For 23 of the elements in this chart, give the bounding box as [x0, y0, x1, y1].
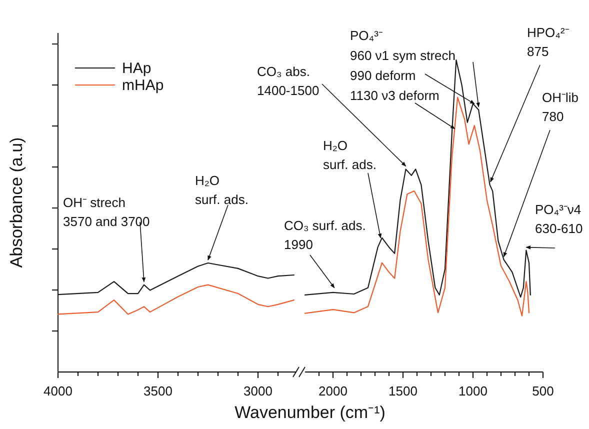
x-tick-label: 3000 — [244, 383, 272, 398]
annotation: CO₃ abs. 1400-1500 — [257, 64, 320, 98]
annotation: 1130 ν3 deform — [350, 88, 440, 103]
x-tick-label: 1500 — [388, 383, 418, 398]
y-axis-title: Absorbance (a.u) — [7, 137, 26, 268]
x-tick-label: 500 — [532, 383, 554, 398]
x-tick-label: 1000 — [458, 383, 488, 398]
legend-label: HAp — [122, 60, 152, 77]
annotation: CO₃ surf. ads. 1990 — [284, 218, 366, 252]
text: PO₄³⁻ — [350, 28, 382, 43]
annotation: 990 deform — [350, 68, 416, 83]
annotation: 960 ν1 sym strech — [350, 48, 456, 63]
annotation: H₂O surf. ads. — [195, 173, 248, 207]
annotation: OH⁻lib 780 — [542, 90, 579, 124]
annotation: HPO₄²⁻ 875 — [527, 25, 569, 59]
annotation: OH⁻ strech 3570 and 3700 — [63, 195, 150, 229]
x-tick-label: 2000 — [318, 383, 348, 398]
annotation: H₂O surf. ads. — [323, 138, 376, 172]
x-axis-title: Wavenumber (cm⁻¹) — [234, 403, 386, 422]
x-tick-label: 3500 — [144, 383, 172, 398]
annotation: PO₄³⁻ν4 630-610 — [535, 202, 583, 236]
legend-label: mHAp — [122, 77, 164, 94]
x-tick-label: 4000 — [44, 383, 72, 398]
